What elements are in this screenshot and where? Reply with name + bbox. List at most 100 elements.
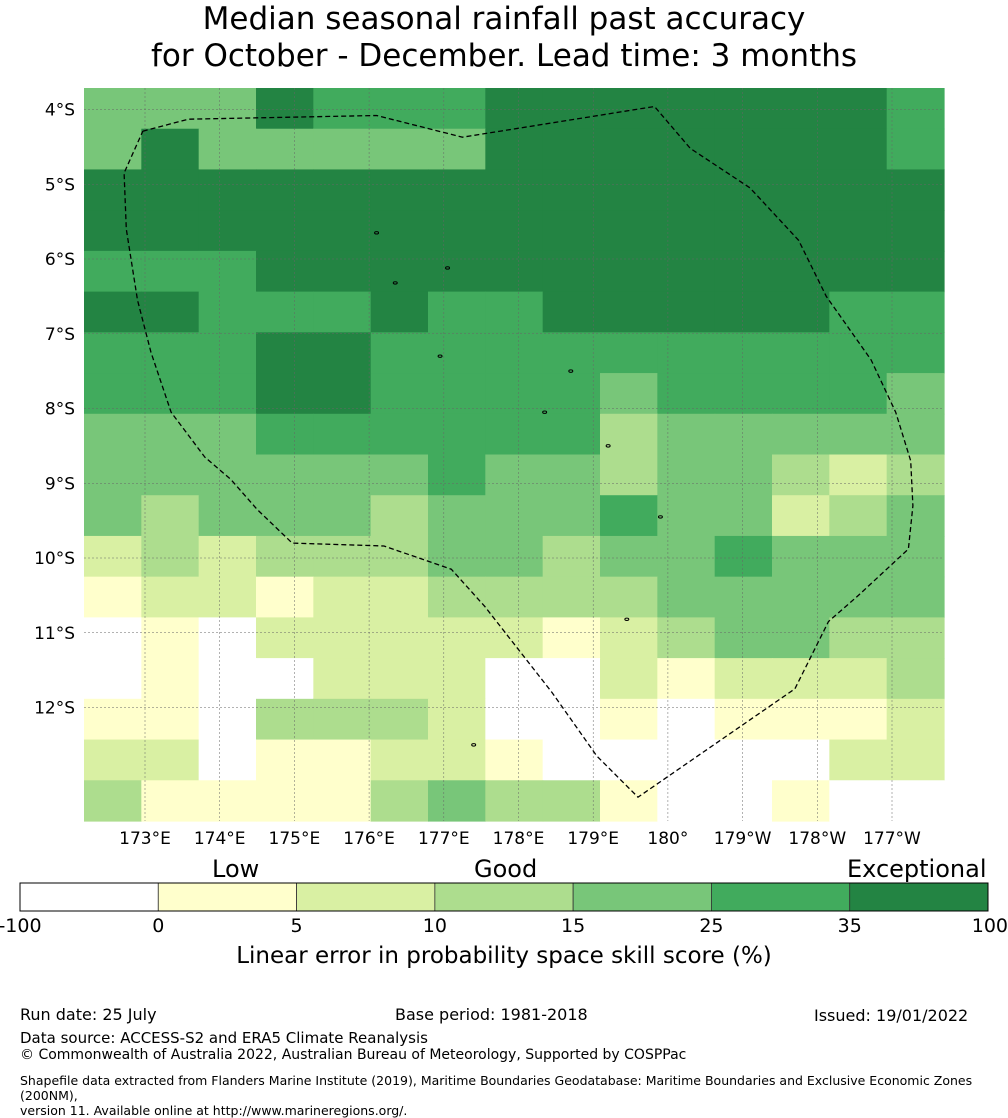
grid-cell (829, 658, 888, 700)
grid-cell (714, 250, 773, 293)
grid-cell (714, 373, 773, 415)
latitude-tick-label: 8°S (45, 400, 75, 420)
grid-cell (657, 250, 716, 293)
grid-cell (485, 88, 544, 130)
grid-cell (428, 373, 486, 415)
grid-cell (84, 698, 142, 741)
grid-cell (198, 780, 257, 822)
grid-cell (428, 780, 486, 822)
grid-cell (714, 88, 773, 130)
grid-cell (657, 454, 716, 496)
grid-cell (657, 88, 716, 130)
grid-cell (542, 291, 601, 333)
grid-cell (84, 250, 142, 293)
grid-cell (141, 617, 200, 659)
colorbar (19, 882, 989, 912)
grid-cell (198, 658, 257, 700)
grid-cell (141, 454, 200, 496)
grid-cell (772, 332, 830, 374)
grid-cell (600, 617, 658, 659)
grid-cell (428, 169, 486, 211)
grid-cell (485, 739, 544, 781)
grid-cell (370, 250, 429, 293)
grid-cell (84, 291, 142, 333)
grid-cell (657, 617, 716, 659)
grid-cell (772, 495, 830, 537)
grid-cell (198, 739, 257, 781)
colorbar-tick-label: -100 (0, 915, 42, 937)
grid-cell (657, 169, 716, 211)
map-title-line-1: Median seasonal rainfall past accuracy (202, 1, 806, 37)
grid-cell (542, 739, 601, 781)
latitude-tick-label: 5°S (45, 175, 75, 195)
colorbar-swatch (849, 882, 989, 912)
grid-cell (256, 373, 314, 415)
copyright-notice: © Commonwealth of Australia 2022, Austra… (20, 1047, 687, 1063)
grid-cell (370, 658, 429, 700)
grid-cell (141, 250, 200, 293)
grid-cell (886, 780, 945, 822)
grid-cell (714, 739, 773, 781)
grid-cell (714, 291, 773, 333)
grid-cell (141, 576, 200, 618)
longitude-labels: 173°E 174°E 175°E 176°E 177°E 178°E 179°E 180° 1… (119, 829, 921, 849)
grid-cell (198, 617, 257, 659)
grid-cell (542, 780, 601, 822)
map-gridlines (84, 88, 944, 821)
grid-cell (370, 576, 429, 618)
grid-cell (772, 780, 830, 822)
grid-cell (657, 373, 716, 415)
longitude-tick-label: 176°E (343, 829, 395, 849)
grid-cell (256, 454, 314, 496)
grid-cell (84, 739, 142, 781)
grid-cell (829, 739, 888, 781)
grid-cell (485, 413, 544, 456)
grid-cell (428, 88, 486, 130)
longitude-tick-label: 180° (647, 829, 688, 849)
grid-cell (485, 495, 544, 537)
grid-cell (829, 88, 888, 130)
latitude-tick-label: 10°S (34, 549, 75, 569)
map-title-line-2: for October - December. Lead time: 3 mon… (150, 38, 858, 74)
grid-cell (84, 617, 142, 659)
island-icon (374, 231, 380, 235)
grid-cell (256, 617, 314, 659)
grid-cell (600, 169, 658, 211)
island-icon (605, 444, 611, 448)
grid-cell (485, 128, 544, 171)
grid-cell (256, 739, 314, 781)
grid-cell (256, 88, 314, 130)
grid-cell (829, 780, 888, 822)
grid-cell (84, 454, 142, 496)
grid-cell (313, 739, 372, 781)
grid-cell (313, 169, 372, 211)
grid-cell (256, 576, 314, 618)
grid-cell (370, 780, 429, 822)
grid-cell (141, 698, 200, 741)
grid-cell (657, 658, 716, 700)
longitude-tick-label: 174°E (194, 829, 246, 849)
grid-cell (714, 780, 773, 822)
grid-cell (428, 535, 486, 578)
grid-cell (886, 739, 945, 781)
grid-cell (600, 698, 658, 741)
grid-cell (657, 210, 716, 252)
grid-cell (198, 373, 257, 415)
grid-cell (198, 576, 257, 618)
issued-date: Issued: 19/01/2022 (814, 1006, 969, 1025)
colorbar-tick-label: 35 (838, 915, 862, 937)
grid-cell (886, 128, 945, 171)
grid-cell (370, 373, 429, 415)
grid-cell (542, 88, 601, 130)
grid-cell (428, 698, 486, 741)
grid-cell (886, 210, 945, 252)
grid-cell (198, 495, 257, 537)
colorbar-word-good: Good (474, 855, 538, 883)
grid-cell (772, 576, 830, 618)
grid-cell (657, 576, 716, 618)
grid-cell (714, 576, 773, 618)
colorbar-tick-label: 15 (561, 915, 585, 937)
grid-cell (485, 210, 544, 252)
grid-cell (829, 291, 888, 333)
grid-cell (886, 535, 945, 578)
